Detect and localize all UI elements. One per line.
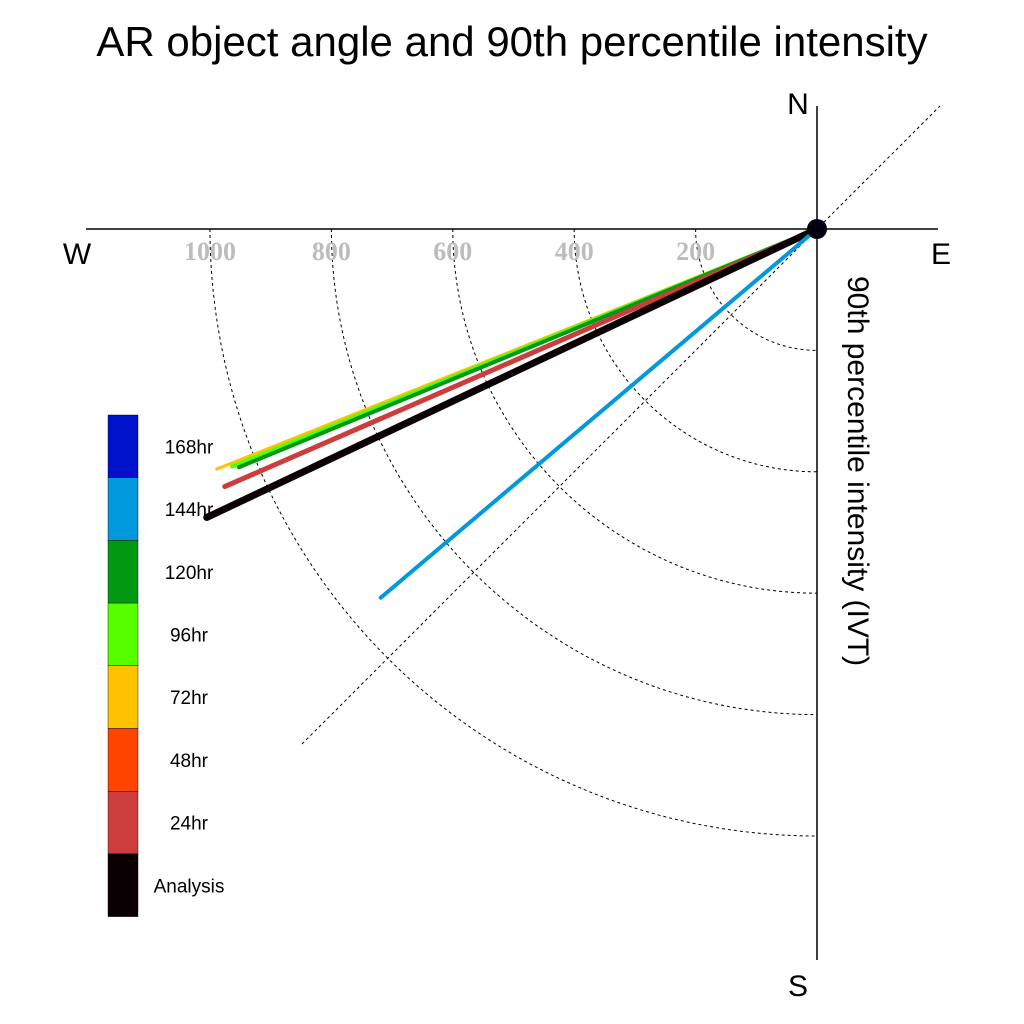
- tick-label-4: 1000: [184, 237, 236, 266]
- legend-label-2: 120hr: [165, 563, 214, 584]
- tick-label-2: 600: [433, 237, 472, 266]
- north-label: N: [787, 88, 809, 121]
- grid-ring-0: [695, 228, 818, 351]
- grid-ring-3: [330, 228, 818, 716]
- series-vector-analysis: [203, 225, 821, 521]
- legend-label-1: 144hr: [165, 500, 214, 521]
- chart-title: AR object angle and 90th percentile inte…: [96, 18, 927, 65]
- radial-tick-labels: 200 400 600 800 1000: [184, 237, 715, 266]
- legend-swatch-4: [107, 665, 139, 729]
- grid-ring-2: [452, 228, 818, 594]
- grid-ring-4: [209, 228, 818, 837]
- tick-label-3: 800: [312, 237, 351, 266]
- grid-ring-1: [573, 228, 818, 473]
- legend-swatch-0: [107, 414, 139, 478]
- east-label: E: [931, 238, 951, 271]
- legend-swatch-2: [107, 540, 139, 604]
- legend-swatch-3: [107, 602, 139, 666]
- legend-label-4: 72hr: [170, 688, 209, 709]
- legend-swatch-1: [107, 477, 139, 541]
- polar-grid: [209, 105, 941, 837]
- y-axis-label: 90th percentile intensity (IVT): [841, 276, 874, 666]
- legend-swatch-7: [107, 853, 139, 917]
- legend-label-5: 48hr: [170, 751, 209, 772]
- legend: 168hr 144hr 120hr 96hr 72hr 48hr 24hr Analysis: [107, 414, 225, 917]
- grid-diagonal: [301, 105, 941, 745]
- west-label: W: [63, 238, 92, 271]
- tick-label-0: 200: [676, 237, 715, 266]
- legend-label-3: 96hr: [170, 625, 209, 646]
- legend-label-6: 24hr: [170, 814, 209, 835]
- origin-marker: [807, 219, 827, 239]
- series-vectors: [203, 225, 821, 600]
- legend-label-0: 168hr: [165, 437, 214, 458]
- tick-label-1: 400: [555, 237, 594, 266]
- legend-label-7: Analysis: [154, 876, 225, 897]
- legend-swatch-6: [107, 791, 139, 855]
- series-vector-144hr: [378, 227, 819, 600]
- south-label: S: [788, 970, 808, 1003]
- legend-swatch-5: [107, 728, 139, 792]
